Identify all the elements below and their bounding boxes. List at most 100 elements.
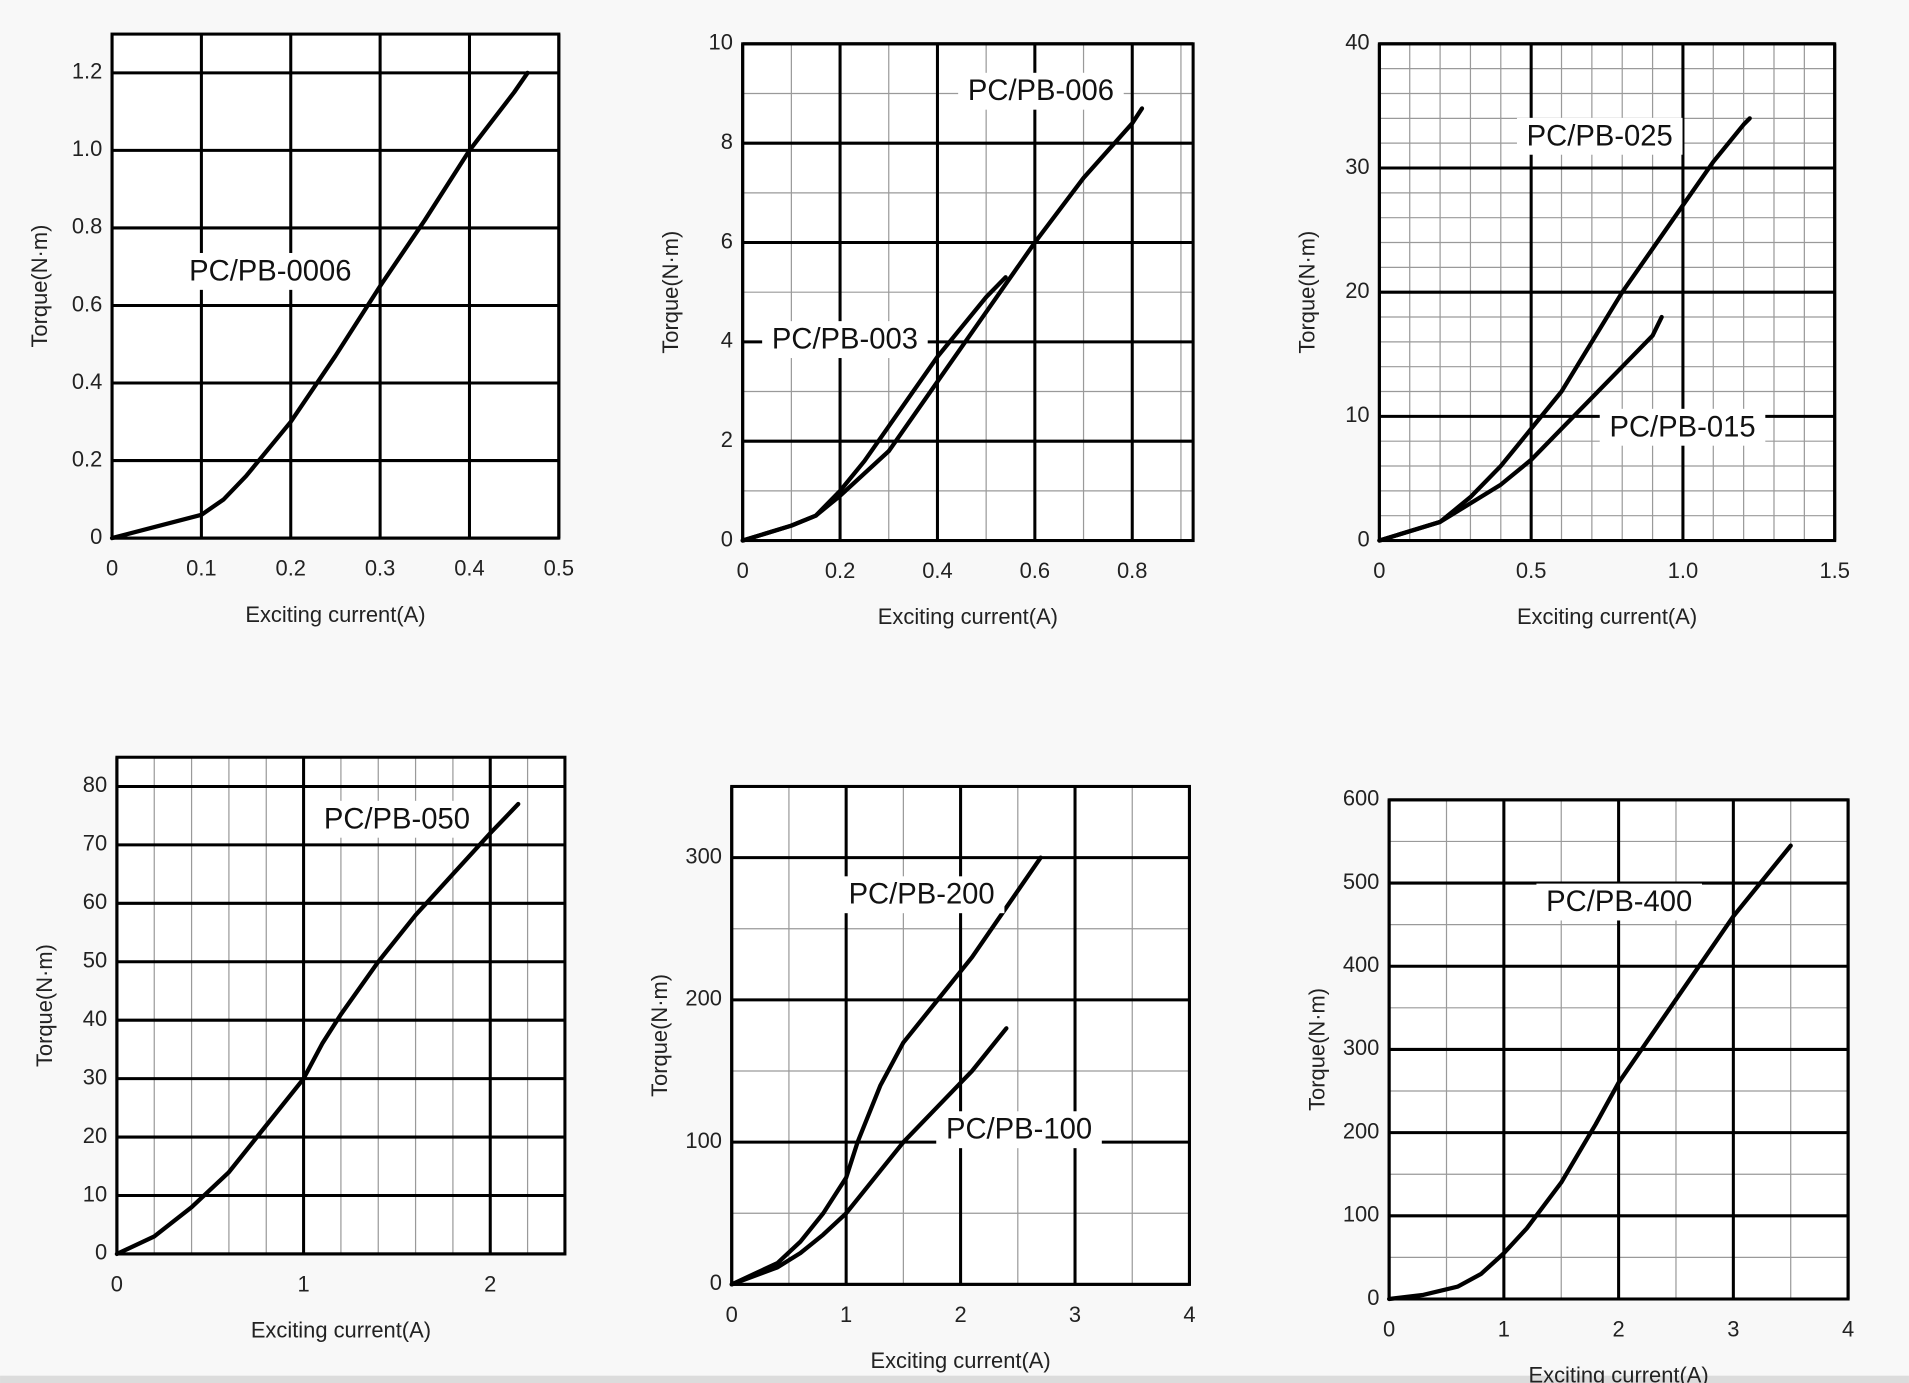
- x-tick-label: 0.5: [1516, 558, 1546, 583]
- x-tick-label: 3: [1727, 1316, 1739, 1341]
- series-line: [1377, 116, 1752, 543]
- y-tick-label: 20: [1345, 278, 1369, 303]
- x-tick-label: 0.2: [276, 556, 306, 581]
- y-axis-label: Torque(N·m): [658, 231, 683, 354]
- series-label: PC/PB-200: [849, 879, 995, 911]
- series-label: PC/PB-025: [1527, 120, 1673, 152]
- y-tick-label: 2: [721, 427, 733, 452]
- x-tick-label: 3: [1069, 1302, 1081, 1327]
- x-axis-label: Exciting current(A): [1517, 604, 1697, 629]
- y-tick-label: 0.4: [72, 369, 102, 394]
- series-label: PC/PB-003: [772, 324, 918, 356]
- chart: 0 0.2 0.4 0.6 0.8 0 2 4 6 8 10 Exciting current(A) T…: [658, 30, 1195, 629]
- chart: 0 0.1 0.2 0.3 0.4 0.5 0 0.2 0.4 0.6 0.8 1.0 1.2 Excit…: [27, 32, 574, 627]
- plot-frame: [730, 784, 1191, 1286]
- y-tick-label: 500: [1343, 869, 1380, 894]
- y-axis-label: Torque(N·m): [647, 974, 672, 1097]
- y-tick-label: 10: [709, 30, 733, 55]
- y-tick-label: 100: [685, 1128, 722, 1153]
- series-label-bg: [936, 1111, 1102, 1149]
- x-tick-label: 0.6: [1020, 558, 1050, 583]
- series-label-bg: [838, 876, 1005, 914]
- y-tick-label: 0: [90, 524, 102, 549]
- x-tick-label: 1: [840, 1302, 852, 1327]
- y-tick-label: 50: [83, 948, 107, 973]
- y-tick-label: 0: [1367, 1285, 1379, 1310]
- series-line: [114, 801, 521, 1257]
- y-tick-label: 0.6: [72, 291, 102, 316]
- x-axis-label: Exciting current(A): [251, 1318, 431, 1343]
- x-tick-label: 0.1: [186, 556, 216, 581]
- y-tick-label: 100: [1343, 1202, 1380, 1227]
- series-label-bg: [762, 321, 928, 359]
- x-tick-label: 4: [1842, 1316, 1854, 1341]
- plot-frame: [110, 32, 561, 540]
- chart: 0 0.5 1.0 1.5 0 10 20 30 40 Exciting current(A) To…: [1295, 30, 1850, 630]
- y-tick-label: 0: [710, 1270, 722, 1295]
- series-label: PC/PB-100: [946, 1114, 1092, 1146]
- y-tick-label: 4: [721, 328, 733, 353]
- y-axis-label: Torque(N·m): [1295, 231, 1320, 354]
- plot-frame: [115, 755, 567, 1256]
- y-tick-label: 70: [83, 831, 107, 856]
- y-tick-label: 20: [83, 1123, 107, 1148]
- x-axis-label: Exciting current(A): [245, 602, 425, 627]
- y-tick-label: 1.2: [72, 59, 102, 84]
- x-tick-label: 0.4: [454, 556, 484, 581]
- series-label-bg: [1599, 408, 1766, 446]
- series-label: PC/PB-015: [1609, 411, 1755, 443]
- y-tick-label: 300: [685, 843, 722, 868]
- x-tick-label: 0: [726, 1302, 738, 1327]
- y-tick-label: 10: [83, 1181, 107, 1206]
- x-tick-label: 0.2: [825, 558, 855, 583]
- y-tick-label: 6: [721, 228, 733, 253]
- series-line: [1377, 314, 1664, 543]
- y-tick-label: 30: [83, 1064, 107, 1089]
- x-tick-label: 1: [297, 1271, 309, 1296]
- y-tick-label: 80: [83, 772, 107, 797]
- x-tick-label: 1: [1498, 1316, 1510, 1341]
- x-tick-label: 0.4: [922, 558, 952, 583]
- y-tick-label: 8: [721, 129, 733, 154]
- x-tick-label: 0: [737, 558, 749, 583]
- y-tick-label: 40: [83, 1006, 107, 1031]
- x-tick-label: 0: [106, 556, 118, 581]
- y-tick-label: 300: [1343, 1035, 1380, 1060]
- series-line: [109, 70, 530, 541]
- y-tick-label: 400: [1343, 952, 1380, 977]
- y-tick-label: 0: [95, 1240, 107, 1265]
- x-tick-label: 4: [1183, 1302, 1195, 1327]
- y-tick-label: 10: [1345, 402, 1369, 427]
- y-axis-label: Torque(N·m): [27, 225, 52, 348]
- series-label-bg: [1536, 883, 1703, 921]
- series-label: PC/PB-0006: [189, 255, 351, 287]
- series-label: PC/PB-006: [968, 75, 1114, 107]
- series-label: PC/PB-050: [324, 803, 470, 835]
- y-tick-label: 0.8: [72, 214, 102, 239]
- x-tick-label: 2: [1613, 1316, 1625, 1341]
- x-tick-label: 0.8: [1117, 558, 1147, 583]
- y-axis-label: Torque(N·m): [32, 944, 57, 1067]
- chart: 0 1 2 3 4 0 100 200 300 400 500 600 Exciting current…: [1304, 786, 1854, 1383]
- series-label-bg: [1516, 117, 1683, 155]
- y-tick-label: 60: [83, 889, 107, 914]
- y-tick-label: 1.0: [72, 136, 102, 161]
- x-tick-label: 0.5: [544, 556, 574, 581]
- y-tick-label: 200: [685, 986, 722, 1011]
- x-tick-label: 0.3: [365, 556, 395, 581]
- series-line: [729, 1026, 1009, 1287]
- series-label: PC/PB-400: [1546, 886, 1692, 918]
- plot-frame: [1377, 42, 1837, 543]
- y-tick-label: 600: [1343, 786, 1380, 811]
- series-label-bg: [314, 800, 480, 838]
- series-line: [1386, 843, 1793, 1302]
- plot-frame: [1387, 798, 1850, 1301]
- x-tick-label: 2: [484, 1271, 496, 1296]
- y-tick-label: 0.2: [72, 446, 102, 471]
- x-tick-label: 1.5: [1819, 558, 1849, 583]
- x-axis-label: Exciting current(A): [878, 604, 1058, 629]
- series-label-bg: [179, 252, 362, 290]
